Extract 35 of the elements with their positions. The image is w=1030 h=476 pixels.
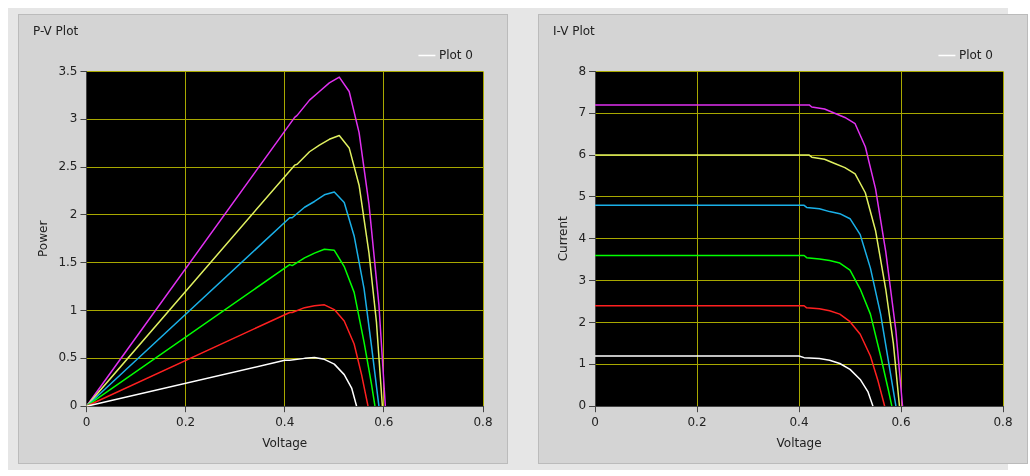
y-axis-title: Power (36, 220, 51, 257)
y-tick-label: 2 (578, 314, 587, 329)
y-tick-label: 3 (578, 272, 587, 287)
y-tick-label: 2.5 (58, 159, 78, 174)
chart-title: I-V Plot (553, 24, 596, 39)
y-tick-label: 0 (578, 398, 587, 413)
x-tick-label: 0.6 (891, 414, 911, 429)
y-tick-label: 5 (578, 189, 587, 204)
y-tick-label: 0.5 (58, 350, 78, 365)
y-tick-label: 7 (578, 105, 587, 120)
x-tick-label: 0.6 (374, 414, 394, 429)
y-tick-label: 1 (69, 302, 78, 317)
x-tick-label: 0.8 (473, 414, 493, 429)
y-tick-label: 3 (69, 111, 78, 126)
y-tick-label: 2 (69, 207, 78, 222)
legend-label: Plot 0 (438, 47, 474, 62)
y-tick-label: 1.5 (58, 254, 78, 269)
y-tick-label: 6 (578, 147, 587, 162)
x-tick-label: 0.2 (176, 414, 196, 429)
chart-title: P-V Plot (33, 24, 79, 39)
y-axis-title: Current (556, 215, 571, 262)
legend-label: Plot 0 (958, 47, 994, 62)
x-axis-title: Voltage (262, 435, 308, 450)
y-tick-label: 4 (578, 230, 587, 245)
y-tick-label: 3.5 (58, 63, 78, 78)
x-tick-label: 0.8 (993, 414, 1013, 429)
x-tick-label: 0 (591, 414, 599, 429)
x-axis-title: Voltage (776, 435, 822, 450)
x-tick-label: 0.4 (275, 414, 295, 429)
x-tick-label: 0.4 (789, 414, 809, 429)
y-tick-label: 8 (578, 63, 587, 78)
y-tick-label: 1 (578, 356, 587, 371)
x-tick-label: 0.2 (687, 414, 707, 429)
x-tick-label: 0 (82, 414, 91, 429)
y-tick-label: 0 (69, 398, 78, 413)
